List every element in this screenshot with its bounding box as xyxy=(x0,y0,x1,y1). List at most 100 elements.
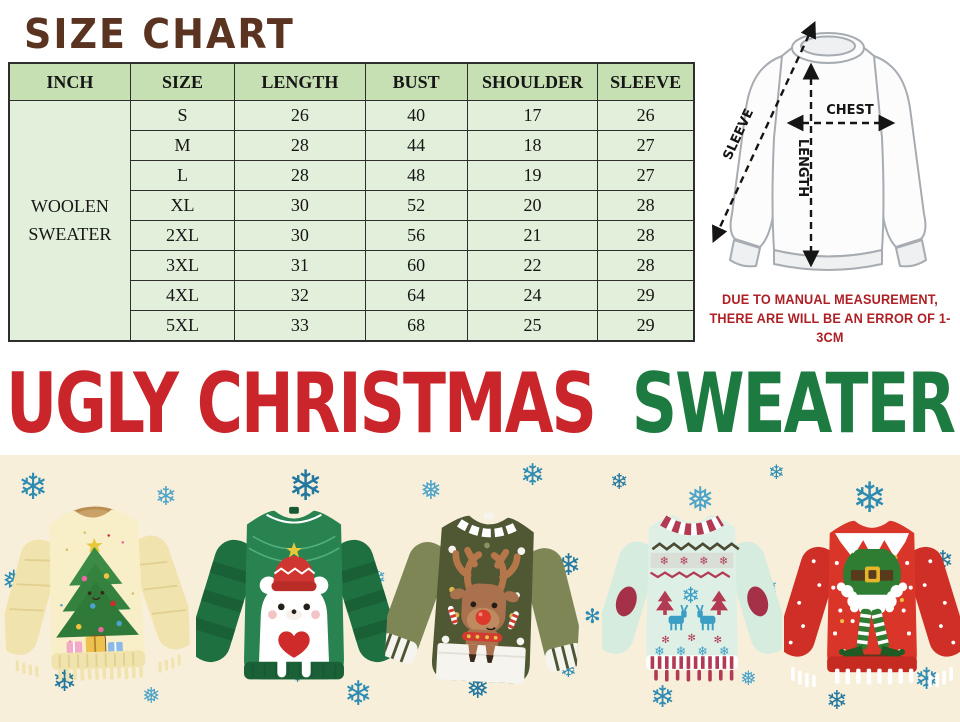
snowflake-icon: ❄ xyxy=(914,663,940,696)
cell-size: 4XL xyxy=(129,280,236,311)
snowflake-icon: ❄ xyxy=(610,469,629,494)
cell-size: 5XL xyxy=(129,310,236,342)
cell-bust: 64 xyxy=(364,280,468,311)
cell-shoulder: 17 xyxy=(466,100,599,131)
cell-length: 32 xyxy=(234,280,366,311)
snowflake-icon: ❄ xyxy=(852,474,888,521)
page-title: SIZE CHART xyxy=(24,10,295,58)
polar-bear xyxy=(258,542,330,678)
cell-length: 30 xyxy=(234,220,366,251)
cell-size: 2XL xyxy=(129,220,236,251)
pattern-snowflake: ✻ xyxy=(661,635,669,646)
cell-size: M xyxy=(129,130,236,161)
snowflake-icon: ❄ xyxy=(768,462,785,484)
sweater-outline xyxy=(729,32,927,271)
banner-title-green: SWEATER xyxy=(631,354,956,452)
pattern-snowflake: ✻ xyxy=(714,635,722,646)
snowflake-icon: ✻ xyxy=(584,606,601,628)
table-row: 5XL 33 68 25 29 xyxy=(9,310,695,342)
header-bust: BUST xyxy=(364,62,468,101)
cell-bust: 44 xyxy=(364,130,468,161)
snowflake-icon: ❄ xyxy=(18,466,49,507)
cell-bust: 60 xyxy=(364,250,468,281)
header-shoulder: SHOULDER xyxy=(466,62,599,101)
table-row: WOOLEN SWEATER S 26 40 17 26 xyxy=(8,100,695,342)
cell-bust: 68 xyxy=(364,310,468,342)
pattern-snowflake: ❄ xyxy=(681,583,700,608)
snowflake-icon: ❄ xyxy=(826,685,848,715)
christmas-tree-sweater xyxy=(0,506,192,682)
banner-title-red: UGLY CHRISTMAS xyxy=(6,354,597,452)
cell-sleeve: 27 xyxy=(597,160,695,191)
pattern-snowflake: ❄ xyxy=(719,644,730,658)
hem-fringe xyxy=(15,654,181,682)
disclaimer-line2: THERE ARE WILL BE AN ERROR OF 1-3CM xyxy=(709,310,951,345)
reindeer xyxy=(450,546,521,662)
cell-size: S xyxy=(129,100,236,131)
table-header-row: INCH SIZE LENGTH BUST SHOULDER SLEEVE xyxy=(8,62,695,101)
cell-shoulder: 22 xyxy=(466,250,599,281)
cell-sleeve: 29 xyxy=(597,280,695,311)
table-row: 3XL 31 60 22 28 xyxy=(9,250,695,281)
cell-sleeve: 28 xyxy=(597,190,695,221)
cell-size: 3XL xyxy=(129,250,236,281)
cell-sleeve: 29 xyxy=(597,310,695,342)
snowflake-icon: ❅ xyxy=(686,481,715,519)
cell-shoulder: 19 xyxy=(466,160,599,191)
cell-shoulder: 25 xyxy=(466,310,599,342)
cell-bust: 56 xyxy=(364,220,468,251)
sweater-measurement-diagram: CHEST LENGTH SLEEVE xyxy=(712,20,927,271)
polar-bear-sweater xyxy=(196,506,392,680)
length-label: LENGTH xyxy=(795,139,810,197)
pattern-snowflake: ❄ xyxy=(676,644,687,658)
banner-title: UGLY CHRISTMAS SWEATER xyxy=(0,352,960,454)
cell-sleeve: 28 xyxy=(597,220,695,251)
cell-length: 30 xyxy=(234,190,366,221)
cell-length: 28 xyxy=(234,130,366,161)
cell-sleeve: 26 xyxy=(597,100,695,131)
table-row: 2XL 30 56 21 28 xyxy=(9,220,695,251)
snowflake-icon: ❄ xyxy=(52,665,78,698)
pattern-snowflake: ❄ xyxy=(719,556,728,568)
header-length: LENGTH xyxy=(234,62,366,101)
snowflake-icon: ❄ xyxy=(650,681,676,714)
table-row: M 28 44 18 27 xyxy=(9,130,695,161)
elf-body xyxy=(835,533,909,661)
cell-shoulder: 21 xyxy=(466,220,599,251)
hem-fringe xyxy=(654,669,734,682)
snowflake-icon: ❄ xyxy=(288,462,324,509)
size-chart-table: INCH SIZE LENGTH BUST SHOULDER SLEEVE WO… xyxy=(8,62,695,342)
header-sleeve: SLEEVE xyxy=(597,62,695,101)
cell-size: XL xyxy=(129,190,236,221)
table-row: 4XL 32 64 24 29 xyxy=(9,280,695,311)
cell-length: 26 xyxy=(234,100,366,131)
header-size: SIZE xyxy=(129,62,236,101)
hem-fringe xyxy=(791,666,953,688)
fair-isle-sweater: ❄ ❄ ❄ ❄ ❄ ✻ ✻ ✻ ❄ ❄ ❄ ❄ xyxy=(602,515,782,682)
measurement-arrows xyxy=(712,20,896,268)
snowflake-icon: ❅ xyxy=(420,475,442,505)
cell-bust: 52 xyxy=(364,190,468,221)
snowflake-icon: ❅ xyxy=(142,683,161,708)
pattern-snowflake: ❄ xyxy=(660,556,669,568)
category-cell: WOOLEN SWEATER xyxy=(8,100,131,342)
cell-size: L xyxy=(129,160,236,191)
pattern-snowflake: ❄ xyxy=(679,556,688,568)
pattern-snowflake: ❄ xyxy=(699,556,708,568)
cell-length: 33 xyxy=(234,310,366,342)
snowflake-icon: ❄ xyxy=(344,675,373,713)
sleeve-arrow xyxy=(712,20,816,244)
cell-length: 31 xyxy=(234,250,366,281)
snowflake-icon: ❅ xyxy=(740,668,757,690)
cell-shoulder: 20 xyxy=(466,190,599,221)
snowflake-icon: ❄ xyxy=(520,459,546,492)
disclaimer-line1: DUE TO MANUAL MEASUREMENT, xyxy=(722,292,938,307)
pattern-snowflake: ❄ xyxy=(654,644,665,658)
pattern-snowflake: ❄ xyxy=(697,644,708,658)
cell-shoulder: 18 xyxy=(466,130,599,161)
cell-bust: 48 xyxy=(364,160,468,191)
cell-shoulder: 24 xyxy=(466,280,599,311)
fairisle-bands: ❄ ❄ ❄ ❄ ❄ ✻ ✻ ✻ ❄ ❄ ❄ ❄ xyxy=(650,542,740,658)
measurement-disclaimer: DUE TO MANUAL MEASUREMENT, THERE ARE WIL… xyxy=(702,291,958,348)
cell-bust: 40 xyxy=(364,100,468,131)
